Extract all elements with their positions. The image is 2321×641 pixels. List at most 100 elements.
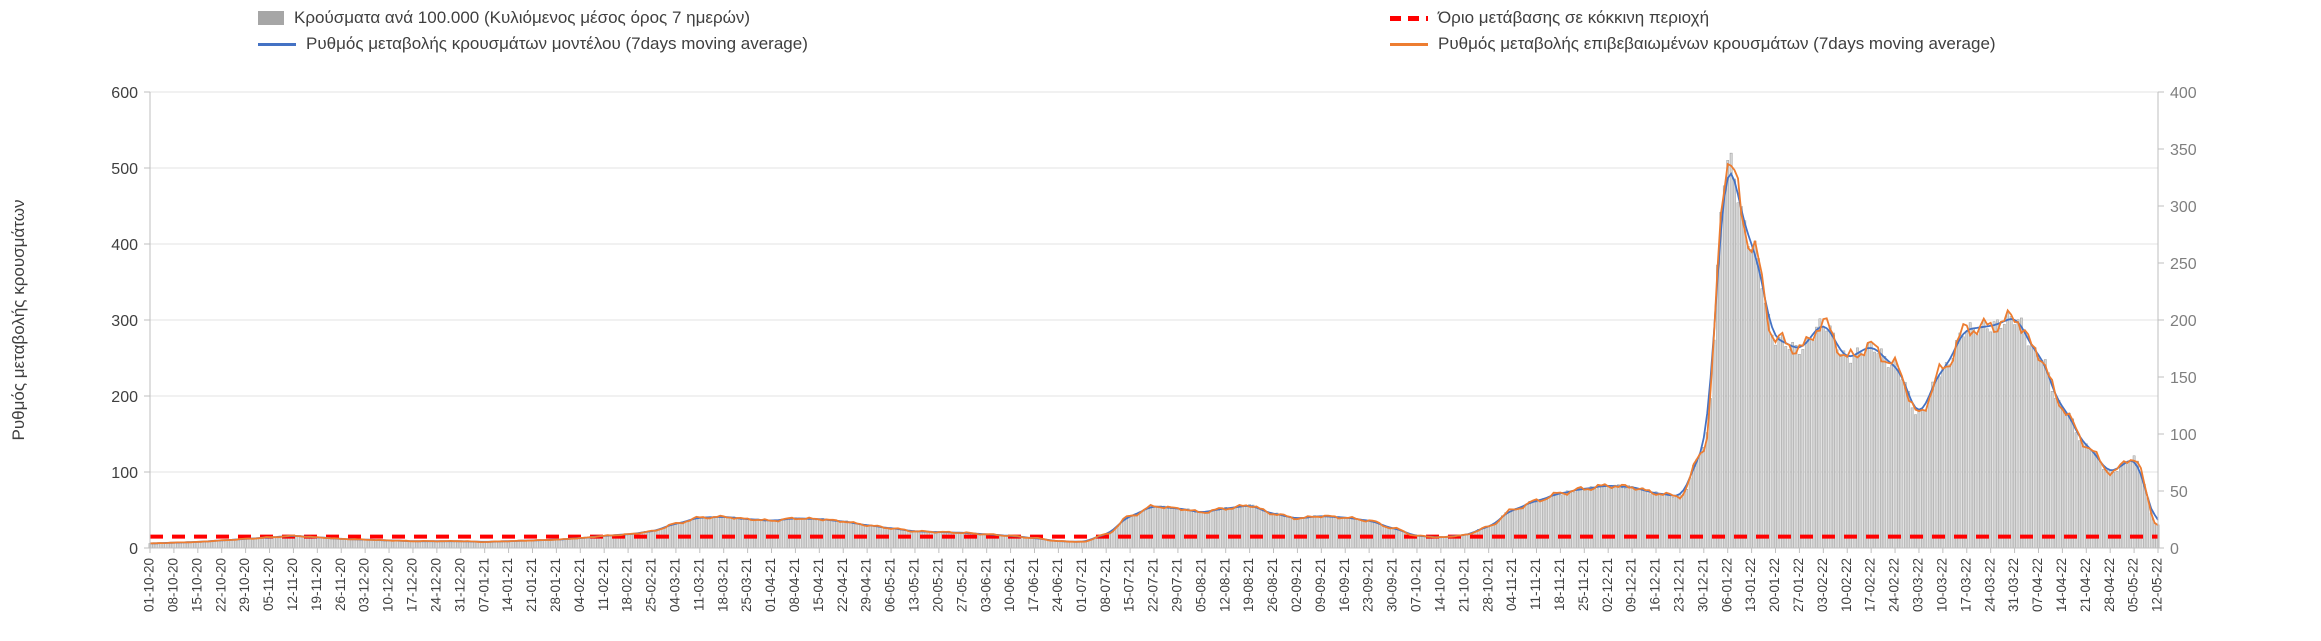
svg-text:19-11-20: 19-11-20 bbox=[309, 558, 324, 611]
svg-text:17-06-21: 17-06-21 bbox=[1026, 558, 1041, 612]
svg-text:07-04-22: 07-04-22 bbox=[2030, 558, 2045, 612]
legend-label-confirmed-rate: Ρυθμός μεταβολής επιβεβαιωμένων κρουσμάτ… bbox=[1438, 34, 1996, 53]
svg-text:10-12-20: 10-12-20 bbox=[381, 558, 396, 612]
svg-text:350: 350 bbox=[2170, 142, 2197, 159]
svg-text:15-04-21: 15-04-21 bbox=[811, 558, 826, 612]
x-axis-labels: 01-10-20 08-10-20 15-10-20 22-10-20 29-10-20… bbox=[142, 548, 2165, 612]
svg-text:26-08-21: 26-08-21 bbox=[1265, 558, 1280, 612]
svg-text:19-08-21: 19-08-21 bbox=[1241, 558, 1256, 612]
svg-text:500: 500 bbox=[111, 161, 138, 178]
svg-text:11-03-21: 11-03-21 bbox=[691, 558, 706, 611]
svg-text:18-03-21: 18-03-21 bbox=[715, 558, 730, 612]
svg-text:07-10-21: 07-10-21 bbox=[1409, 558, 1424, 612]
svg-text:250: 250 bbox=[2170, 256, 2197, 273]
svg-text:08-04-21: 08-04-21 bbox=[787, 558, 802, 612]
svg-text:100: 100 bbox=[111, 465, 138, 482]
svg-text:30-09-21: 30-09-21 bbox=[1385, 558, 1400, 612]
svg-text:14-04-22: 14-04-22 bbox=[2054, 558, 2069, 612]
svg-text:03-06-21: 03-06-21 bbox=[978, 558, 993, 612]
svg-text:01-04-21: 01-04-21 bbox=[763, 558, 778, 612]
svg-text:01-07-21: 01-07-21 bbox=[1074, 558, 1089, 612]
svg-text:12-11-20: 12-11-20 bbox=[285, 558, 300, 611]
svg-text:02-09-21: 02-09-21 bbox=[1289, 558, 1304, 612]
svg-text:03-02-22: 03-02-22 bbox=[1815, 558, 1830, 612]
svg-text:29-04-21: 29-04-21 bbox=[859, 558, 874, 612]
svg-text:11-11-21: 11-11-21 bbox=[1528, 558, 1543, 610]
svg-text:17-03-22: 17-03-22 bbox=[1958, 558, 1973, 612]
svg-text:200: 200 bbox=[2170, 313, 2197, 330]
svg-text:05-11-20: 05-11-20 bbox=[261, 558, 276, 611]
svg-text:22-10-20: 22-10-20 bbox=[213, 558, 228, 612]
svg-text:10-03-22: 10-03-22 bbox=[1934, 558, 1949, 612]
svg-text:17-12-20: 17-12-20 bbox=[405, 558, 420, 612]
orange-line-swatch-icon bbox=[1390, 42, 1428, 46]
svg-text:12-05-22: 12-05-22 bbox=[2150, 558, 2165, 612]
svg-text:31-12-20: 31-12-20 bbox=[452, 558, 467, 612]
svg-text:13-01-22: 13-01-22 bbox=[1743, 558, 1758, 612]
legend-item-cases-per-100k: Κρούσματα ανά 100.000 (Κυλιόμενος μέσος … bbox=[258, 8, 750, 28]
svg-text:400: 400 bbox=[2170, 85, 2197, 102]
svg-text:600: 600 bbox=[111, 85, 138, 102]
svg-text:31-03-22: 31-03-22 bbox=[2006, 558, 2021, 612]
svg-text:15-07-21: 15-07-21 bbox=[1122, 558, 1137, 612]
svg-text:12-08-21: 12-08-21 bbox=[1217, 558, 1232, 612]
svg-text:25-11-21: 25-11-21 bbox=[1576, 558, 1591, 611]
svg-text:300: 300 bbox=[111, 313, 138, 330]
svg-text:28-04-22: 28-04-22 bbox=[2102, 558, 2117, 612]
svg-text:25-03-21: 25-03-21 bbox=[739, 558, 754, 612]
svg-text:06-05-21: 06-05-21 bbox=[883, 558, 898, 612]
svg-text:100: 100 bbox=[2170, 427, 2197, 444]
svg-text:0: 0 bbox=[129, 541, 138, 558]
svg-text:01-10-20: 01-10-20 bbox=[142, 558, 157, 612]
left-axis-labels: 0 100 200 300 400 500 600 bbox=[111, 85, 150, 558]
svg-text:10-02-22: 10-02-22 bbox=[1839, 558, 1854, 612]
right-axis-labels: 0 50 100 150 200 250 300 350 400 bbox=[2158, 85, 2197, 558]
red-dashed-swatch-icon bbox=[1390, 15, 1428, 21]
svg-text:22-04-21: 22-04-21 bbox=[835, 558, 850, 612]
svg-text:20-05-21: 20-05-21 bbox=[930, 558, 945, 612]
svg-text:03-03-22: 03-03-22 bbox=[1911, 558, 1926, 612]
svg-text:05-08-21: 05-08-21 bbox=[1193, 558, 1208, 612]
legend-label-cases-per-100k: Κρούσματα ανά 100.000 (Κυλιόμενος μέσος … bbox=[294, 8, 751, 27]
svg-text:29-07-21: 29-07-21 bbox=[1169, 558, 1184, 612]
svg-text:08-10-20: 08-10-20 bbox=[165, 558, 180, 612]
blue-line-swatch-icon bbox=[258, 42, 296, 46]
svg-text:05-05-22: 05-05-22 bbox=[2126, 558, 2141, 612]
left-axis-title: Ρυθμός μεταβολής κρουσμάτων bbox=[9, 200, 28, 441]
svg-text:17-02-22: 17-02-22 bbox=[1863, 558, 1878, 612]
svg-text:20-01-22: 20-01-22 bbox=[1767, 558, 1782, 612]
svg-text:30-12-21: 30-12-21 bbox=[1695, 558, 1710, 612]
svg-text:27-05-21: 27-05-21 bbox=[954, 558, 969, 612]
legend-label-red-threshold: Όριο μετάβασης σε κόκκινη περιοχή bbox=[1438, 8, 1710, 27]
svg-text:27-01-22: 27-01-22 bbox=[1791, 558, 1806, 612]
svg-text:14-01-21: 14-01-21 bbox=[500, 558, 515, 612]
legend-item-confirmed-rate: Ρυθμός μεταβολής επιβεβαιωμένων κρουσμάτ… bbox=[1390, 34, 1996, 54]
svg-text:11-02-21: 11-02-21 bbox=[596, 558, 611, 611]
svg-text:28-10-21: 28-10-21 bbox=[1480, 558, 1495, 612]
svg-text:400: 400 bbox=[111, 237, 138, 254]
legend-item-model-rate: Ρυθμός μεταβολής κρουσμάτων μοντέλου (7d… bbox=[258, 34, 808, 54]
svg-text:06-01-22: 06-01-22 bbox=[1719, 558, 1734, 612]
svg-text:09-09-21: 09-09-21 bbox=[1313, 558, 1328, 612]
svg-text:200: 200 bbox=[111, 389, 138, 406]
confirmed-rate-line bbox=[149, 162, 2159, 545]
svg-text:300: 300 bbox=[2170, 199, 2197, 216]
svg-text:26-11-20: 26-11-20 bbox=[333, 558, 348, 611]
svg-text:0: 0 bbox=[2170, 541, 2179, 558]
svg-text:23-09-21: 23-09-21 bbox=[1361, 558, 1376, 612]
svg-text:29-10-20: 29-10-20 bbox=[237, 558, 252, 612]
svg-text:21-04-22: 21-04-22 bbox=[2078, 558, 2093, 612]
svg-text:24-02-22: 24-02-22 bbox=[1887, 558, 1902, 612]
svg-text:04-03-21: 04-03-21 bbox=[667, 558, 682, 612]
svg-text:18-02-21: 18-02-21 bbox=[620, 558, 635, 612]
svg-text:22-07-21: 22-07-21 bbox=[1146, 558, 1161, 612]
gray-bars-swatch-icon bbox=[258, 11, 284, 25]
svg-text:23-12-21: 23-12-21 bbox=[1671, 558, 1686, 612]
svg-text:28-01-21: 28-01-21 bbox=[548, 558, 563, 612]
svg-text:04-11-21: 04-11-21 bbox=[1504, 558, 1519, 611]
svg-text:18-11-21: 18-11-21 bbox=[1552, 558, 1567, 611]
svg-text:08-07-21: 08-07-21 bbox=[1098, 558, 1113, 612]
svg-text:07-01-21: 07-01-21 bbox=[476, 558, 491, 612]
